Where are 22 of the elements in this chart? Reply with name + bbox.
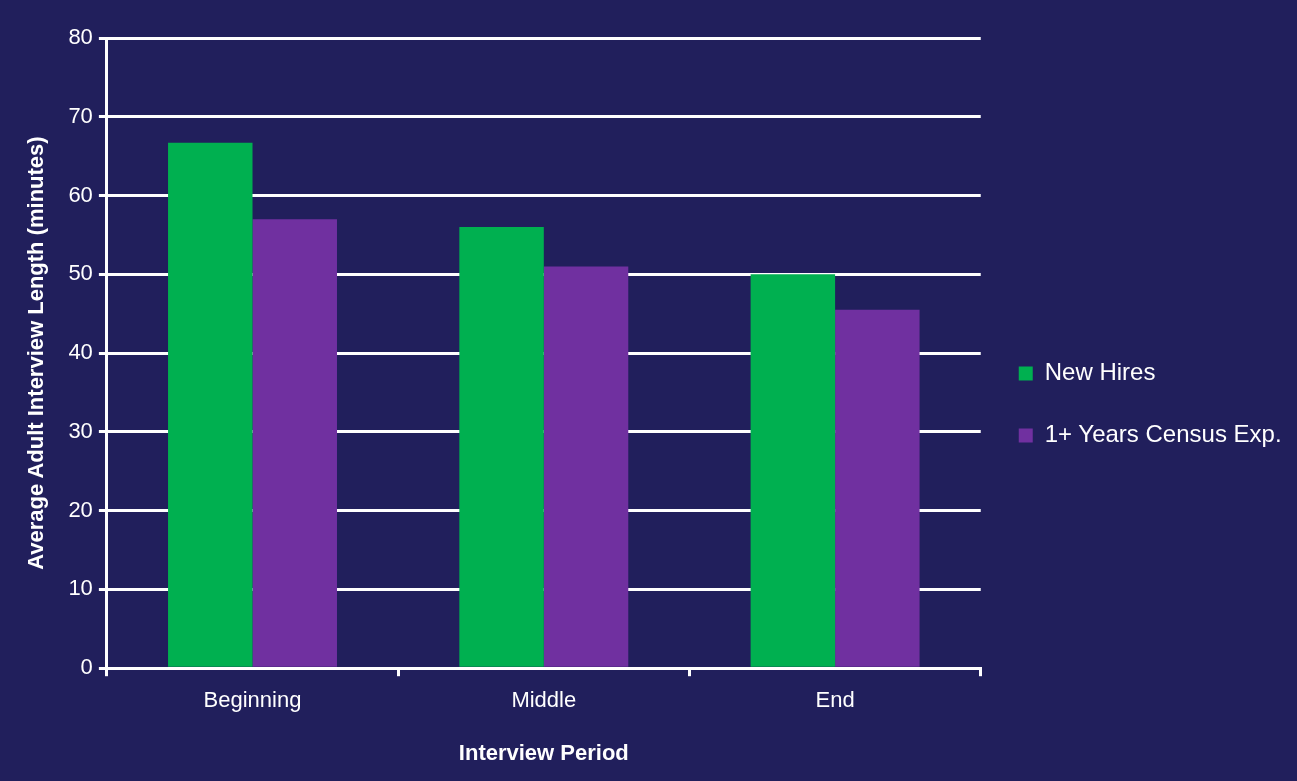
- bar: [459, 227, 544, 667]
- y-tick-label: 50: [68, 260, 93, 286]
- y-tick-label: 60: [68, 181, 93, 207]
- x-axis-title: Interview Period: [458, 739, 629, 765]
- bar: [168, 142, 253, 667]
- y-tick-label: 10: [68, 575, 93, 601]
- bar: [543, 266, 629, 667]
- y-tick-label: 20: [68, 496, 93, 522]
- y-axis-title: Average Adult Interview Length (minutes): [23, 136, 49, 570]
- y-tick-label: 30: [68, 417, 93, 443]
- legend-label: New Hires: [1044, 358, 1156, 386]
- y-tick-label: 70: [68, 102, 93, 128]
- bar: [750, 274, 836, 667]
- x-tick-label: Middle: [511, 687, 577, 713]
- y-tick-label: 40: [68, 339, 93, 365]
- bar: [835, 309, 920, 667]
- y-tick-label: 80: [68, 24, 93, 50]
- x-tick-label: End: [815, 687, 855, 713]
- legend-label: 1+ Years Census Exp.: [1044, 420, 1282, 448]
- x-tick-label: Beginning: [203, 687, 302, 713]
- bar: [252, 219, 337, 667]
- y-tick-label: 0: [80, 654, 93, 680]
